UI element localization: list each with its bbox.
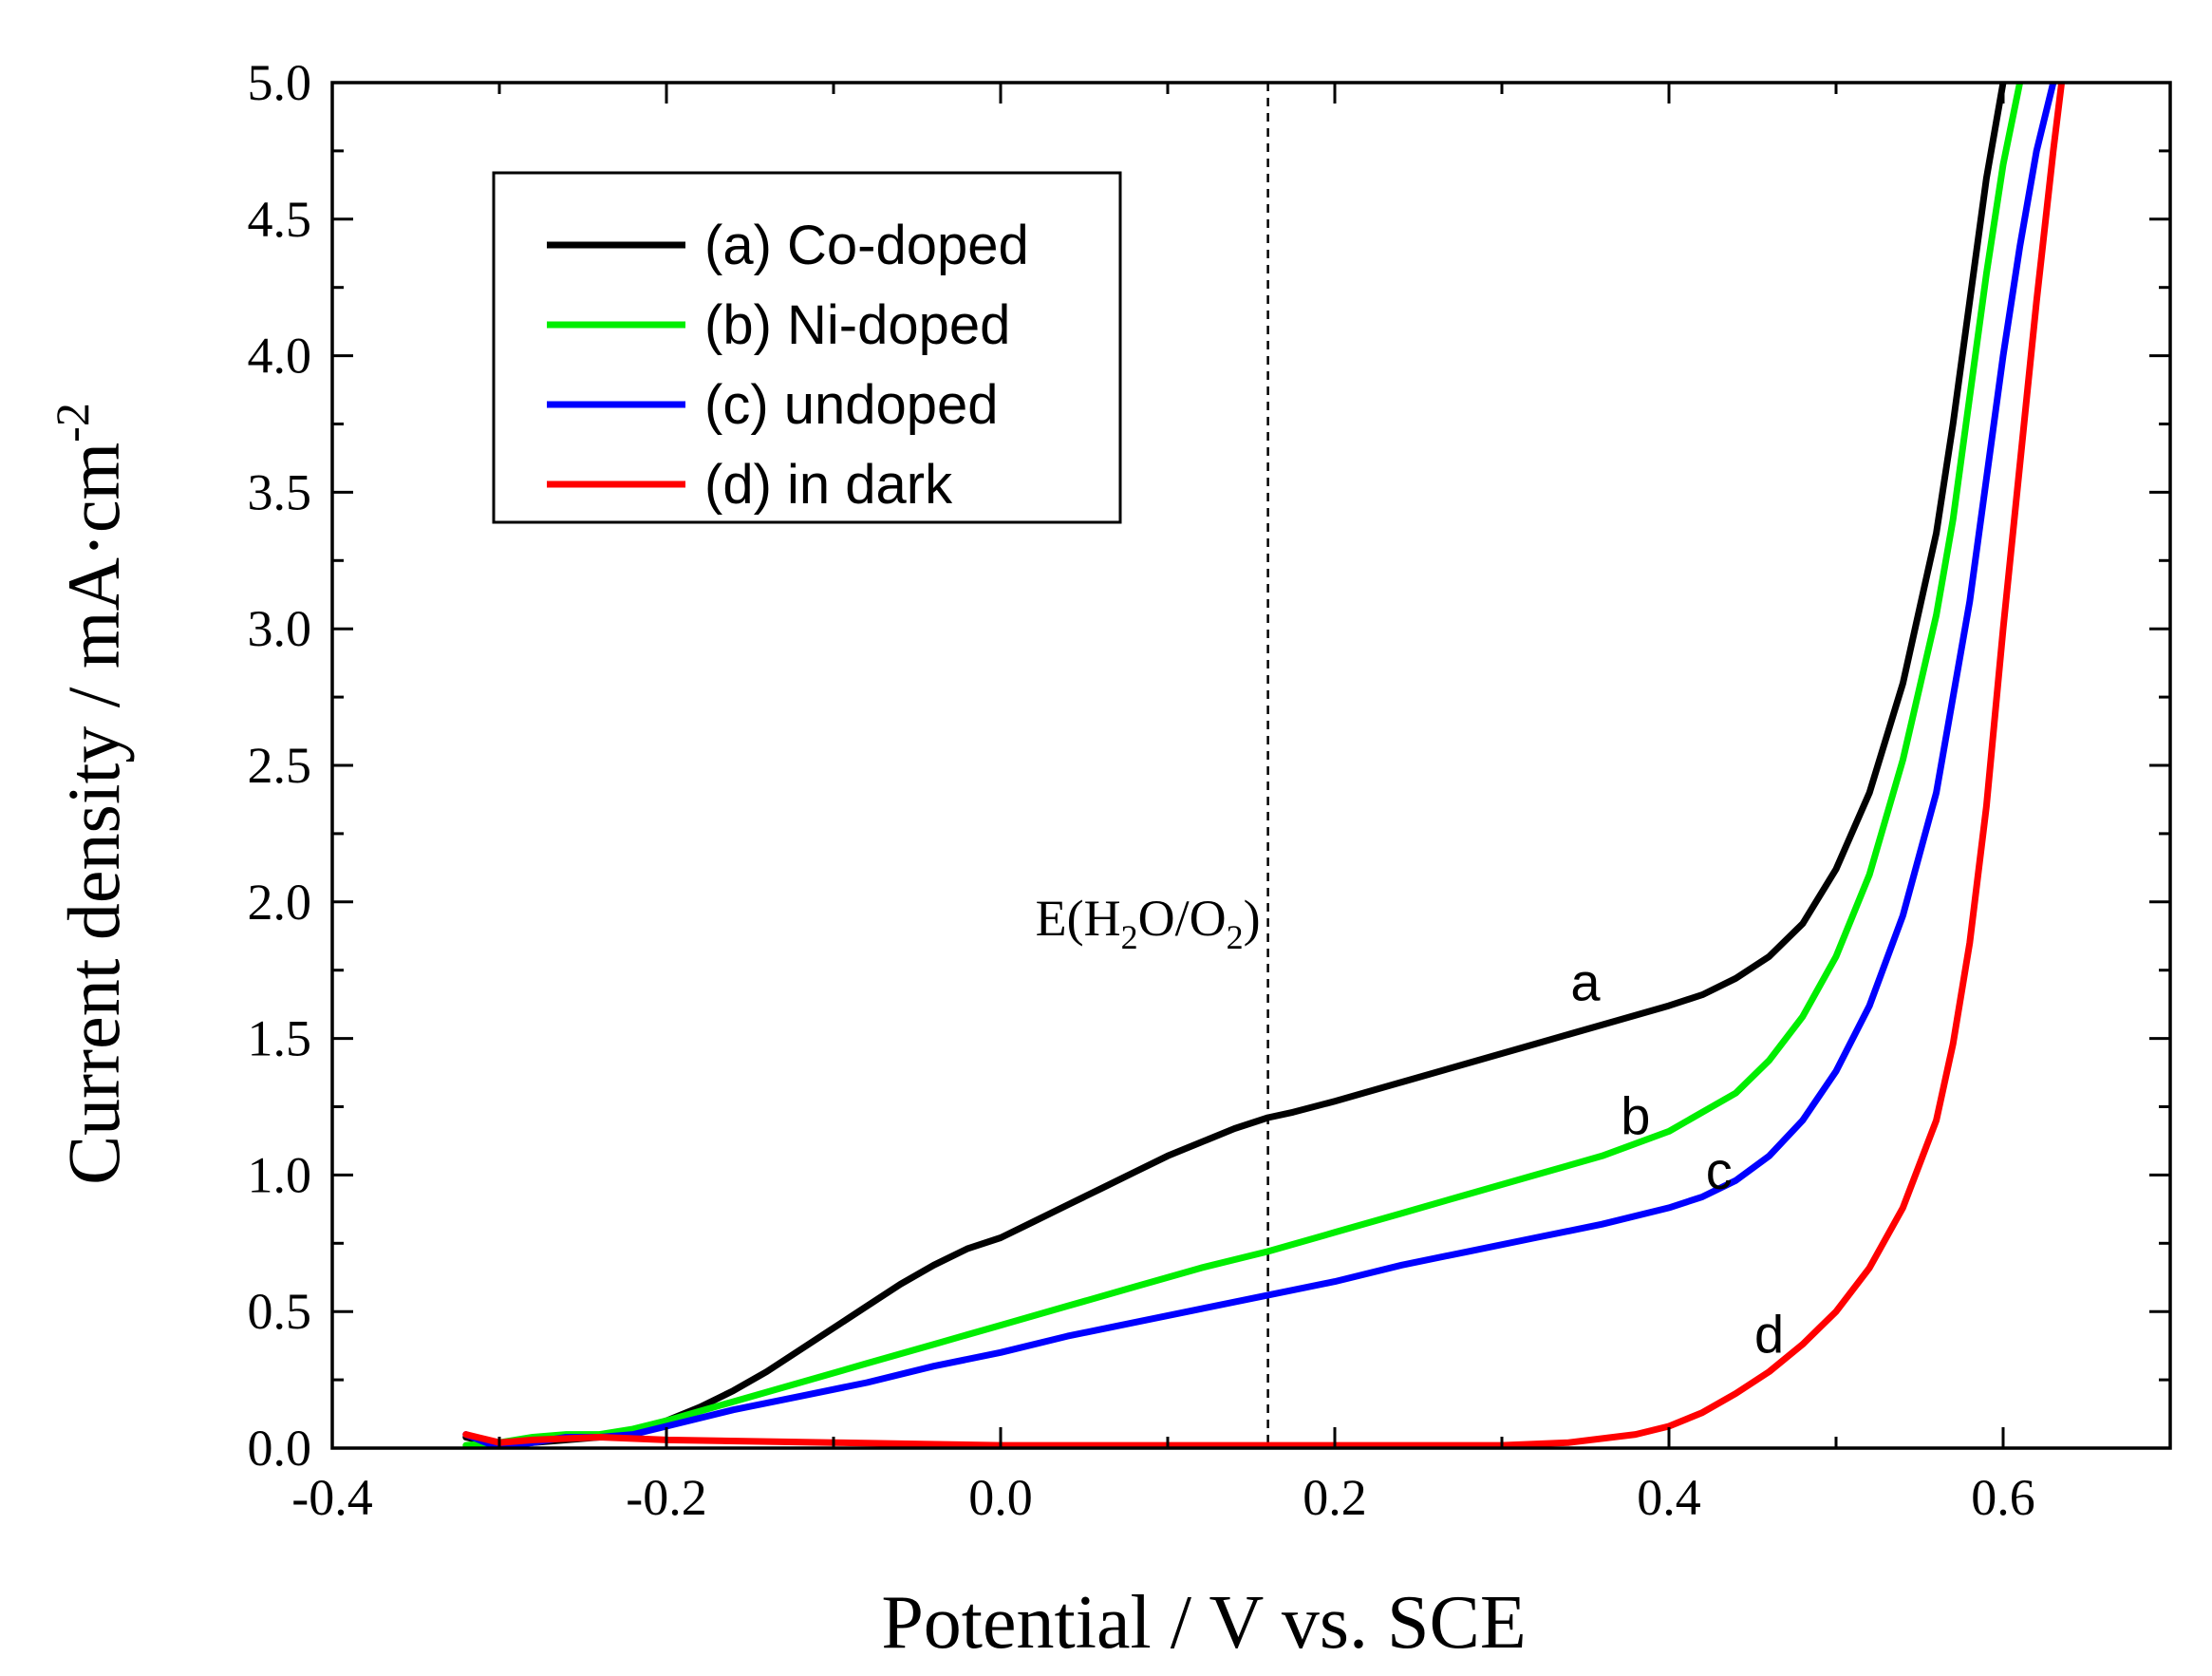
curve-annotation-a: a [1570, 951, 1601, 1011]
legend-label: (a) Co-doped [704, 215, 1029, 276]
reference-line-label: E(H2O/O2) [1036, 890, 1261, 956]
y-tick-label: 2.0 [248, 874, 312, 931]
y-tick-label: 4.0 [248, 328, 312, 385]
y-tick-label: 4.5 [248, 191, 312, 248]
series-line-d [462, 83, 2066, 1448]
curve-annotation-c: c [1706, 1140, 1733, 1200]
plot-area: E(H2O/O2) a bc d [462, 83, 2066, 1448]
x-tick-label: 0.2 [1303, 1469, 1367, 1526]
x-tick-label: 0.6 [1971, 1469, 2035, 1526]
x-axis-label: Potential / V vs. SCE [881, 1581, 1526, 1665]
legend-label: (d) in dark [704, 454, 953, 516]
y-axis-label: Current density / mA·cm-2 [46, 403, 135, 1185]
y-tick-label: 0.5 [248, 1283, 312, 1340]
series-line-c [462, 83, 2057, 1448]
axes: -0.4 -0.2 0.0 0.2 0.4 0.6 0.0 0.5 1.0 1.5 2.0 2.5 3.… [248, 54, 2172, 1526]
axis-labels: Potential / V vs. SCE Current density / m… [46, 403, 1527, 1665]
y-tick-label: 5.0 [248, 54, 312, 111]
y-tick-label: 3.0 [248, 600, 312, 657]
x-tick-label: -0.2 [626, 1469, 706, 1526]
x-tick-label: 0.4 [1637, 1469, 1701, 1526]
x-tick-label: -0.4 [291, 1469, 372, 1526]
legend-box [492, 171, 1122, 524]
legend-label: (c) undoped [704, 374, 999, 436]
legend-label: (b) Ni-doped [704, 294, 1010, 356]
curve-annotation-d: d [1754, 1304, 1784, 1364]
y-tick-label: 1.0 [248, 1146, 312, 1203]
series-line-a [462, 83, 2007, 1448]
x-tick-label: 0.0 [968, 1469, 1033, 1526]
y-tick-label: 3.5 [248, 463, 312, 520]
y-tick-label: 2.5 [248, 737, 312, 794]
y-tick-label: 1.5 [248, 1010, 312, 1067]
y-tick-label: 0.0 [248, 1420, 312, 1477]
legend: (a) Co-doped (b) Ni-doped (c) undoped (d) i… [492, 171, 1122, 524]
series-line-b [462, 83, 2024, 1448]
curve-annotation-b: b [1621, 1085, 1650, 1145]
